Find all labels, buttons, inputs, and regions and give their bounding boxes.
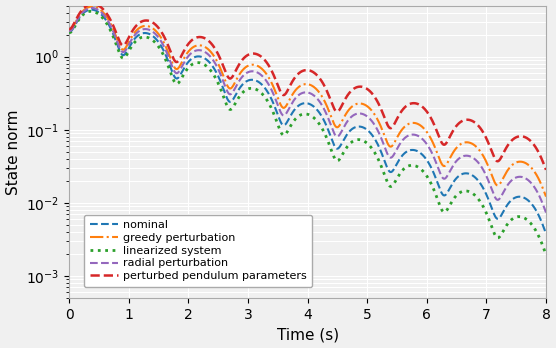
- Line: nominal: nominal: [69, 10, 546, 234]
- radial perturbation: [270, 92, 277, 96]
- Line: linearized system: linearized system: [69, 11, 546, 255]
- perturbed pendulum parameters: [413, 101, 419, 105]
- nominal: [292, 106, 299, 110]
- nominal: [543, 231, 549, 236]
- perturbed pendulum parameters: [90, 2, 96, 6]
- linearized system: [413, 164, 419, 168]
- linearized system: [266, 103, 273, 107]
- linearized system: [270, 111, 277, 115]
- radial perturbation: [66, 29, 72, 33]
- Y-axis label: State norm: State norm: [6, 109, 21, 195]
- Line: radial perturbation: radial perturbation: [69, 8, 546, 213]
- perturbed pendulum parameters: [543, 168, 549, 172]
- radial perturbation: [266, 84, 273, 88]
- X-axis label: Time (s): Time (s): [276, 327, 339, 342]
- nominal: [528, 201, 535, 206]
- linearized system: [528, 222, 535, 226]
- greedy perturbation: [504, 168, 511, 172]
- nominal: [270, 101, 277, 105]
- nominal: [66, 30, 72, 34]
- greedy perturbation: [528, 166, 535, 170]
- linearized system: [292, 117, 299, 121]
- linearized system: [543, 253, 549, 257]
- linearized system: [88, 9, 95, 13]
- radial perturbation: [504, 183, 511, 187]
- Line: perturbed pendulum parameters: perturbed pendulum parameters: [69, 4, 546, 170]
- radial perturbation: [292, 96, 299, 100]
- greedy perturbation: [266, 77, 273, 81]
- perturbed pendulum parameters: [504, 143, 511, 148]
- perturbed pendulum parameters: [266, 65, 273, 69]
- linearized system: [66, 30, 72, 34]
- radial perturbation: [413, 133, 419, 137]
- perturbed pendulum parameters: [528, 140, 535, 144]
- perturbed pendulum parameters: [270, 72, 277, 77]
- linearized system: [504, 222, 511, 226]
- greedy perturbation: [543, 195, 549, 199]
- perturbed pendulum parameters: [292, 74, 299, 79]
- greedy perturbation: [66, 28, 72, 32]
- nominal: [504, 202, 511, 206]
- radial perturbation: [88, 6, 95, 10]
- radial perturbation: [528, 181, 535, 185]
- nominal: [88, 8, 95, 12]
- greedy perturbation: [89, 5, 96, 9]
- radial perturbation: [543, 211, 549, 215]
- perturbed pendulum parameters: [66, 27, 72, 31]
- Line: greedy perturbation: greedy perturbation: [69, 7, 546, 197]
- greedy perturbation: [292, 88, 299, 92]
- nominal: [266, 93, 273, 97]
- greedy perturbation: [413, 121, 419, 125]
- greedy perturbation: [270, 85, 277, 89]
- Legend: nominal, greedy perturbation, linearized system, radial perturbation, perturbed : nominal, greedy perturbation, linearized…: [85, 214, 312, 287]
- nominal: [413, 148, 419, 152]
